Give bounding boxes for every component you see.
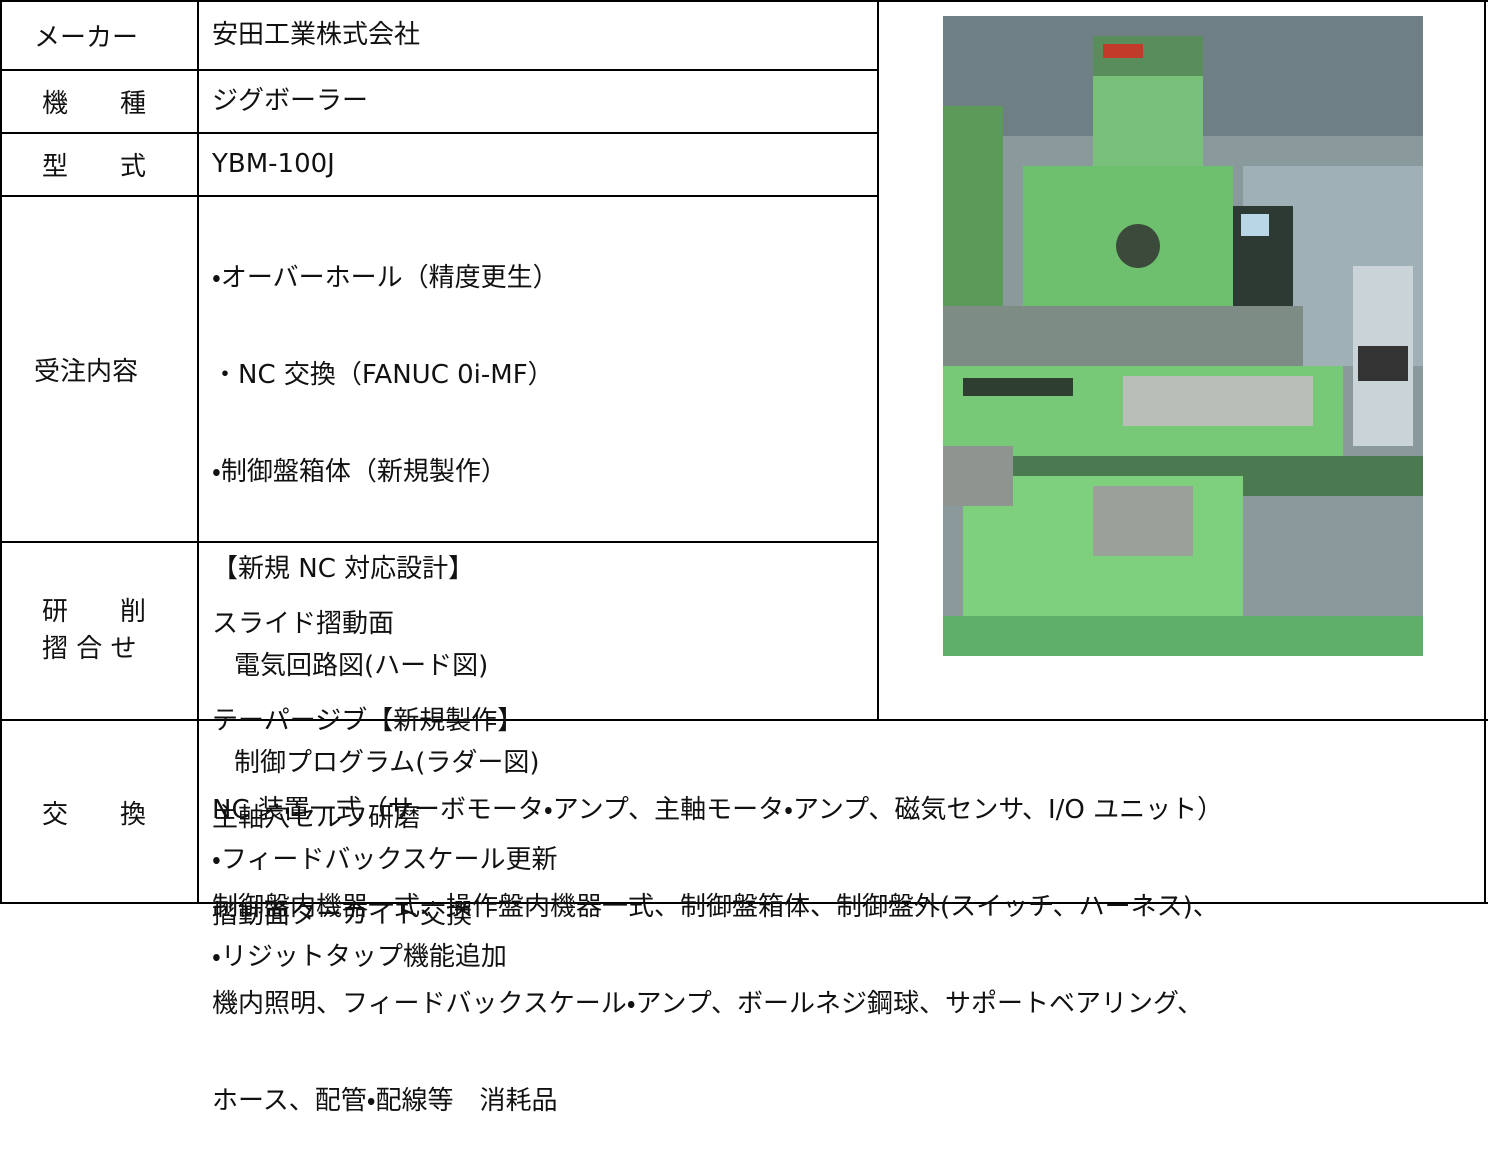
content-line: 【新規 NC 対応設計】 (212, 554, 475, 584)
row-label: メーカー (34, 22, 139, 53)
border (0, 0, 1488, 2)
row-label: 機 種 (42, 89, 147, 119)
border (0, 69, 878, 71)
border (0, 902, 1488, 904)
content-line: 主軸穴セルフ研磨 (212, 803, 421, 833)
row-content: ジグボーラー (212, 86, 369, 116)
row-content: NC 装置一式（サーボモータ・アンプ、主軸モータ・アンプ、磁気センサ、I/O ユ… (198, 732, 1484, 1150)
row-label: 受注内容 (34, 356, 139, 387)
content-line: スライド摺動面 (212, 609, 395, 639)
row-label: 研 削 摺 合 せ (0, 542, 198, 720)
content-line: ・フィードバックスケール更新 (212, 845, 558, 875)
border (1484, 0, 1486, 904)
content-line: ・制御盤箱体（新規製作） (212, 457, 507, 487)
row-label: 交 換 (42, 799, 147, 830)
label-line: 摺 合 せ (42, 634, 137, 664)
content-line: 電気回路図(ハード図) (234, 651, 489, 681)
content-line: ・オーバーホール（精度更生） (212, 263, 559, 293)
content-line: 機内照明、フィードバックスケール・アンプ、ボールネジ鋼球、サポートベアリング、 (212, 989, 1204, 1019)
photo-caption (878, 670, 1484, 710)
row-label: 型 式 (42, 152, 147, 182)
content-line: 制御盤内機器一式、操作盤内機器一式、制御盤箱体、制御盤外(スイッチ、ハーネス)、 (212, 892, 1219, 922)
content-line: テーパージブ【新規製作】 (212, 706, 524, 736)
border (0, 541, 878, 543)
content-line: ・NC 交換（FANUC 0i-MF） (212, 360, 554, 390)
page: {"table": { "rows": [ {"label": "メーカー", … (0, 0, 1488, 1116)
content-line: ホース、配管・配線等 消耗品 (212, 1086, 558, 1116)
border (0, 719, 1488, 721)
content-line: 制御プログラム(ラダー図) (234, 748, 540, 778)
border (0, 195, 878, 197)
border (877, 0, 879, 720)
border (0, 132, 878, 134)
machine-photo (943, 16, 1423, 656)
border (0, 0, 2, 904)
content-line: NC 装置一式（サーボモータ・アンプ、主軸モータ・アンプ、磁気センサ、I/O ユ… (212, 795, 1224, 825)
label-line: 研 削 (42, 597, 147, 627)
row-content: YBM-100J (212, 149, 335, 179)
border (197, 0, 199, 904)
row-content: 安田工業株式会社 (212, 20, 421, 50)
